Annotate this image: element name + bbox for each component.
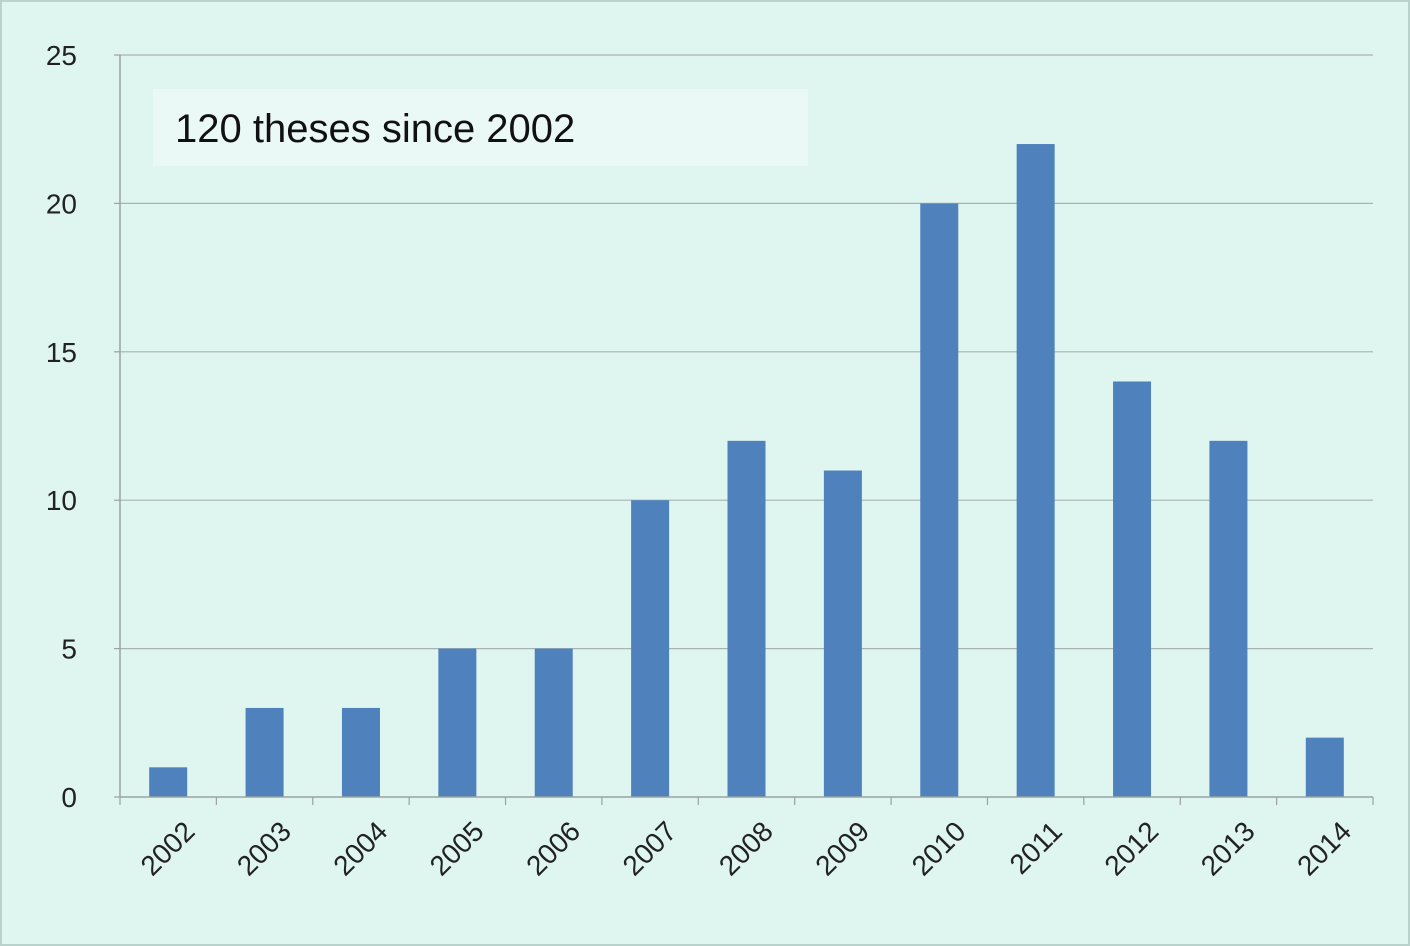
y-tick-label: 5 [61,634,77,665]
axes [114,54,1374,805]
bar-2007 [631,500,670,797]
x-tick-label: 2014 [1291,815,1357,881]
bars [149,144,1344,798]
bar-2011 [1016,144,1055,798]
bar-2009 [823,470,862,797]
x-tick-label: 2003 [231,815,297,881]
bar-2004 [341,707,380,797]
x-tick-label: 2004 [327,815,393,881]
x-tick-label: 2002 [135,815,201,881]
x-tick-labels: 2002 2003 2004 2005 2006 2007 2008 2009 2010 2011… [135,815,1358,881]
bar-2005 [438,648,477,797]
y-tick-label: 15 [46,337,77,368]
x-tick-label: 2007 [617,815,683,881]
annotation-text: 120 theses since 2002 [175,107,576,151]
y-tick-labels: 0 5 10 15 20 25 [46,40,77,813]
x-tick-label: 2010 [906,815,972,881]
annotation-box: 120 theses since 2002 [153,89,808,166]
y-tick-label: 0 [61,782,77,813]
bar-2003 [245,707,284,797]
bar-2012 [1113,381,1152,797]
bar-2013 [1209,440,1248,797]
x-tick-label: 2013 [1195,815,1261,881]
bar-2008 [727,440,766,797]
x-tick-label: 2006 [520,815,586,881]
x-tick-label: 2005 [424,815,490,881]
x-tick-label: 2012 [1098,815,1164,881]
bar-2010 [920,203,959,797]
bar-2002 [149,767,188,797]
x-tick-label: 2008 [713,815,779,881]
bar-2014 [1305,737,1344,797]
gridlines [120,54,1373,650]
y-tick-label: 25 [46,40,77,71]
y-tick-label: 20 [46,188,77,219]
bar-2006 [534,648,573,797]
y-tick-label: 10 [46,485,77,516]
x-tick-label: 2009 [809,815,875,881]
x-tick-label: 2011 [1004,815,1069,880]
